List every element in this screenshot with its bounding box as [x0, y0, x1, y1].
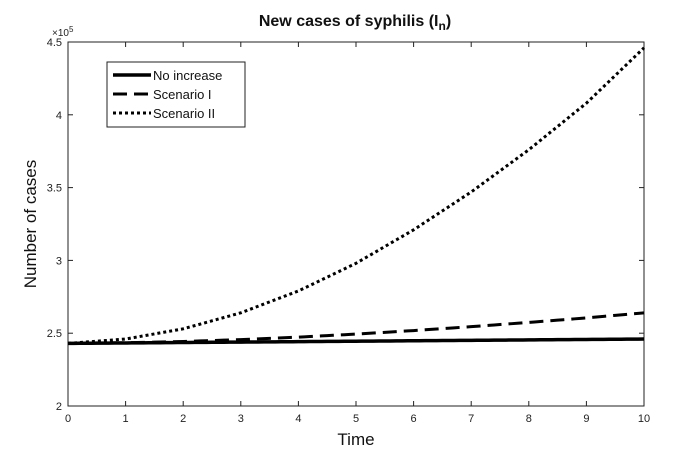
y-axis: 2 2.5 3 3.5 4 4.5	[47, 37, 644, 413]
series-line-2	[67, 311, 645, 345]
x-tick-label: 5	[353, 413, 359, 425]
y-tick-label: 2	[56, 401, 62, 413]
y-tick-label: 4	[56, 110, 62, 122]
series-lines	[67, 46, 646, 346]
x-tick-label: 1	[123, 413, 129, 425]
chart-title: New cases of syphilis (In)	[259, 13, 451, 33]
x-axis: 0 1 2 3 4 5 6 7 8 9 10	[65, 42, 650, 425]
y-axis-multiplier-base: ×10	[52, 28, 69, 39]
legend-label-2: Scenario I	[153, 87, 212, 102]
y-tick-label: 2.5	[47, 328, 62, 340]
x-tick-label: 6	[411, 413, 417, 425]
y-tick-label: 3	[56, 255, 62, 267]
legend-box	[106, 61, 246, 128]
legend: No increase Scenario I Scenario II	[106, 61, 246, 128]
y-tick-label: 4.5	[47, 37, 62, 49]
x-tick-label: 3	[238, 413, 244, 425]
series-line-3	[67, 46, 646, 345]
x-tick-label: 0	[65, 413, 71, 425]
chart-title-subscript: n	[438, 19, 445, 33]
legend-label-1: No increase	[153, 68, 222, 83]
y-axis-multiplier-exponent: 5	[69, 25, 74, 34]
chart-title-main: New cases of syphilis (I	[259, 13, 439, 30]
x-tick-label: 8	[526, 413, 532, 425]
x-tick-label: 10	[638, 413, 650, 425]
y-axis-multiplier: ×105	[52, 25, 74, 39]
legend-label-3: Scenario II	[153, 106, 215, 121]
y-tick-label: 3.5	[47, 183, 62, 195]
x-tick-label: 4	[295, 413, 301, 425]
chart-title-suffix: )	[446, 13, 451, 30]
x-tick-label: 7	[468, 413, 474, 425]
x-tick-label: 9	[583, 413, 589, 425]
y-axis-label: Number of cases	[21, 160, 40, 289]
x-tick-label: 2	[180, 413, 186, 425]
x-axis-label: Time	[337, 430, 374, 449]
